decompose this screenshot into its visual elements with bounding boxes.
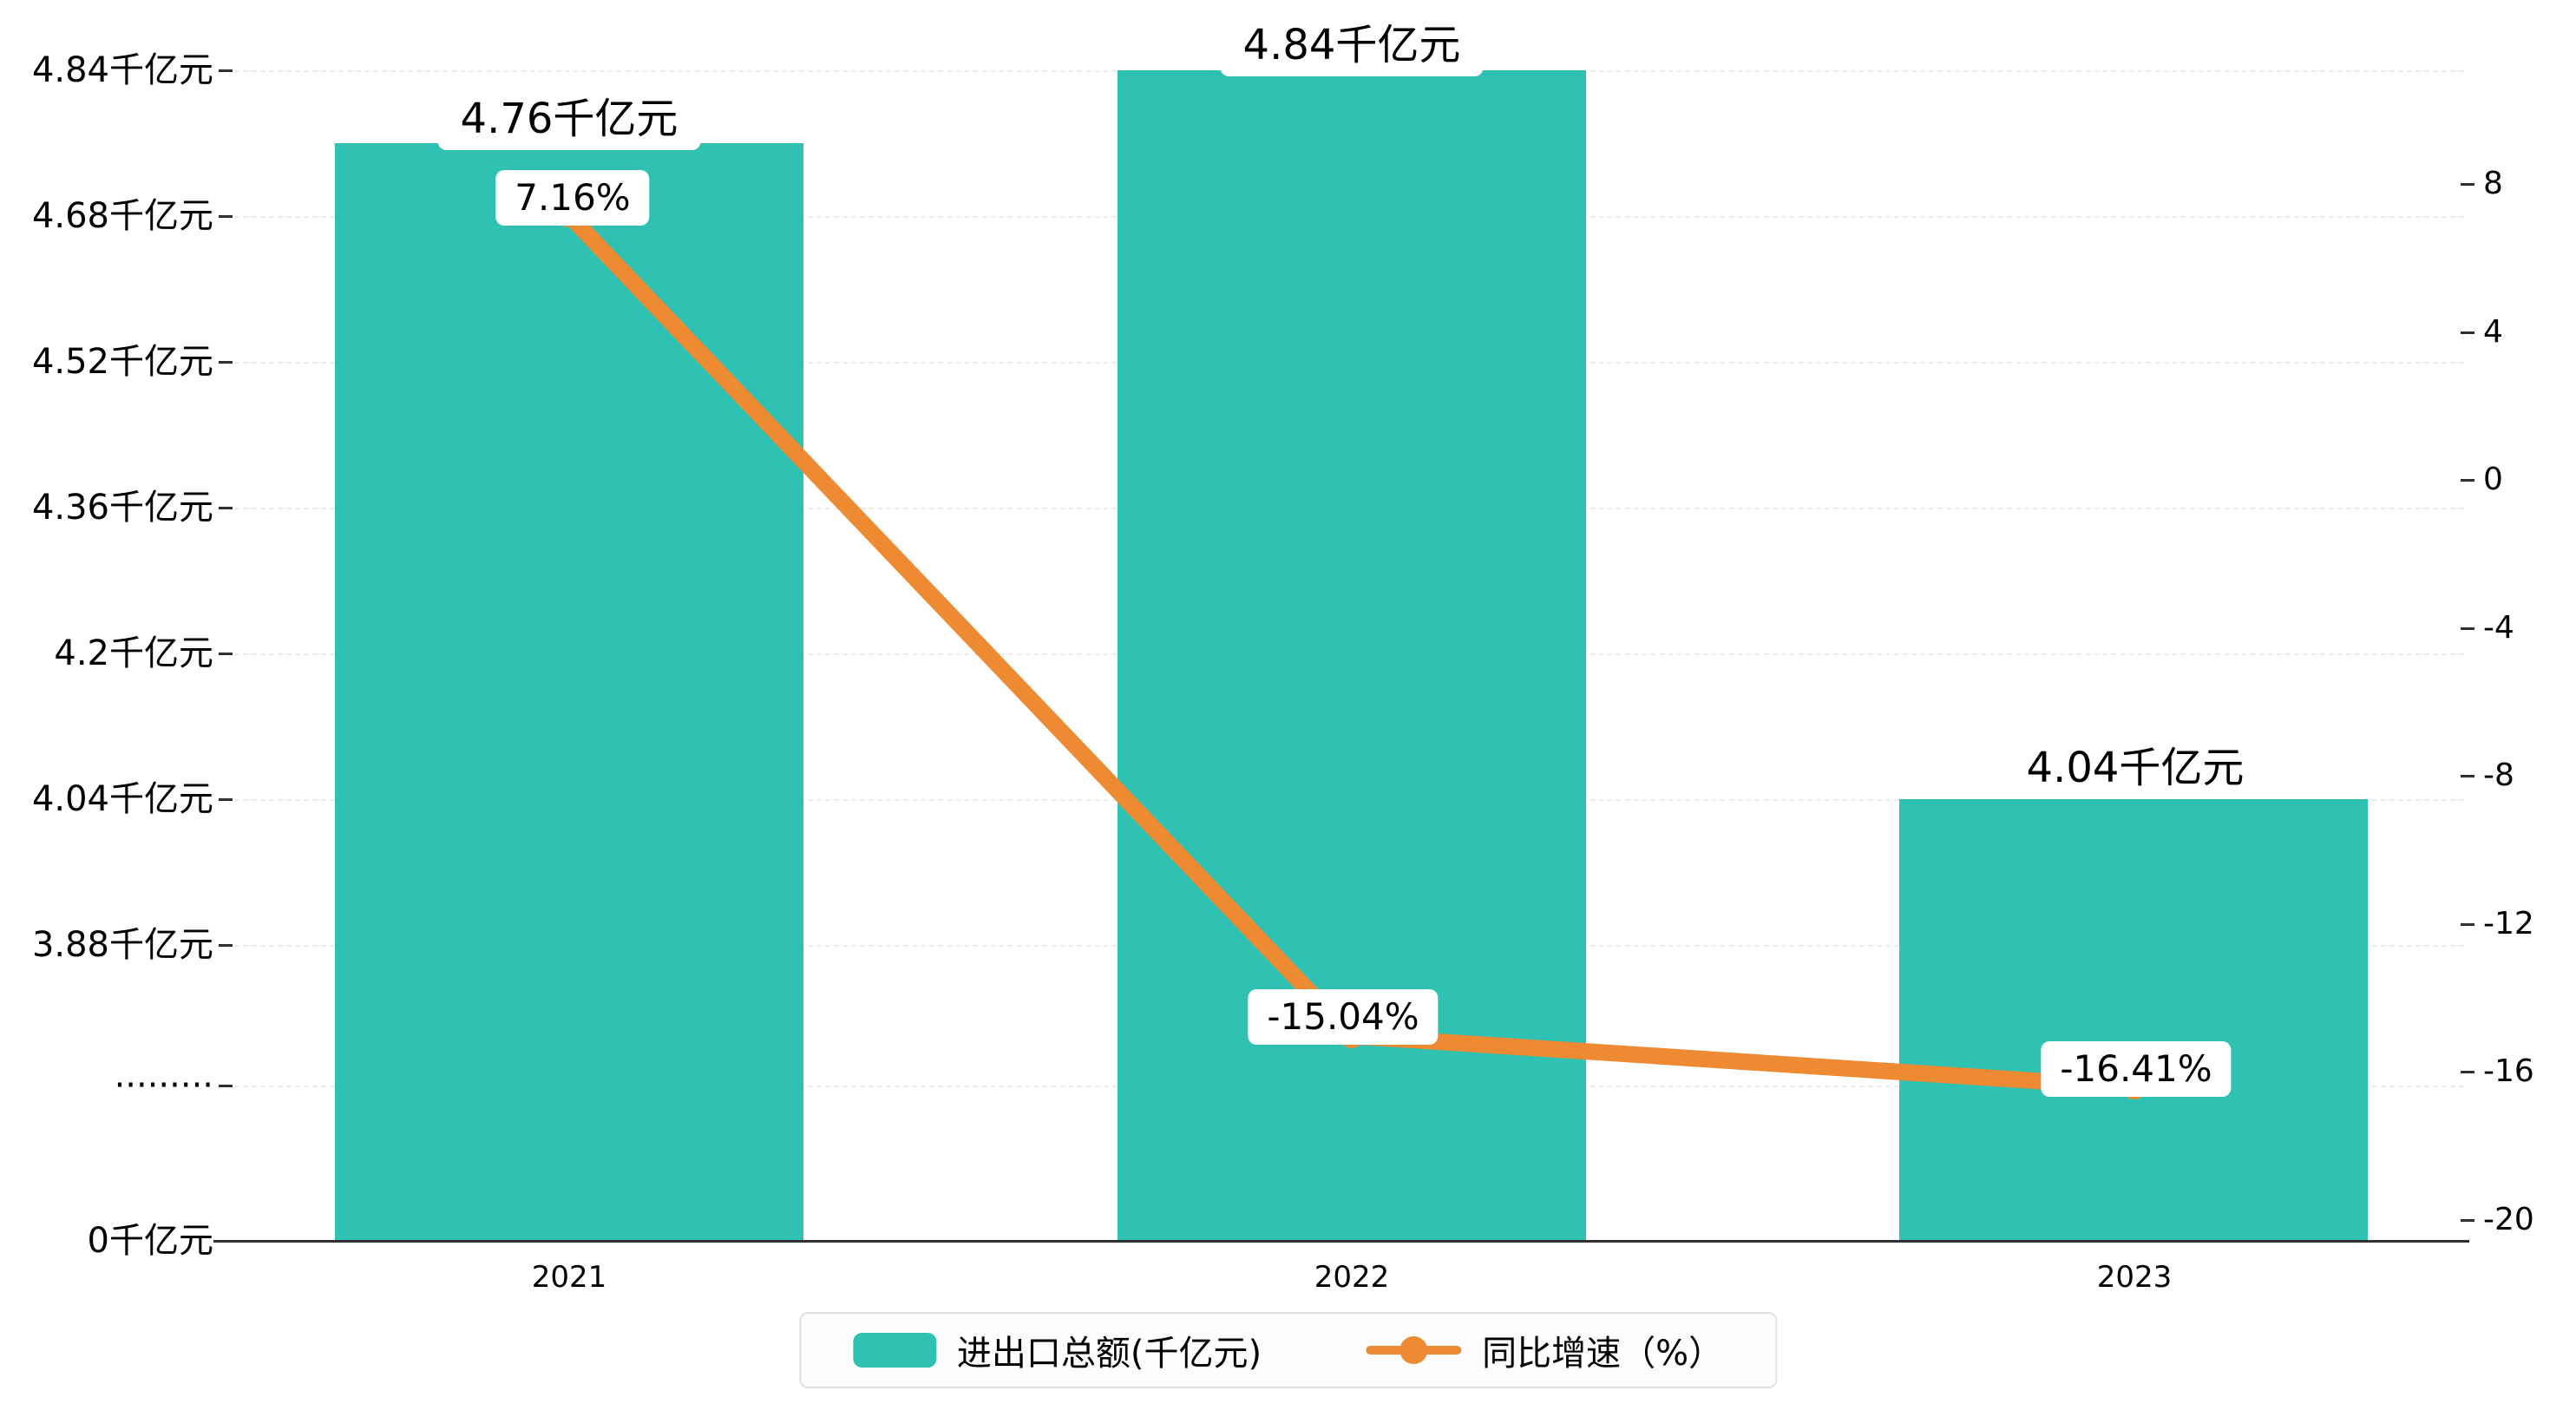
right-axis-tick-label: -20: [2483, 1202, 2534, 1237]
right-axis-tick: [2461, 1071, 2474, 1073]
legend-item-total[interactable]: 进出口总额(千亿元): [852, 1325, 1262, 1375]
left-axis-break-label: ·········: [114, 1066, 213, 1105]
right-axis-tick-label: 8: [2483, 166, 2503, 201]
left-axis-tick-label: 4.2千亿元: [54, 633, 213, 673]
x-axis-label-2023: 2023: [2096, 1260, 2173, 1295]
right-axis-tick: [2461, 627, 2474, 630]
bar-value-label-2022: 4.84千亿元: [1220, 14, 1484, 76]
left-axis-tick-label: 0千亿元: [87, 1221, 213, 1261]
left-axis-tick: [219, 215, 233, 218]
left-axis-tick-label: 4.52千亿元: [31, 342, 213, 382]
left-axis-tick: [219, 69, 233, 72]
bar-value-label-2021: 4.76千亿元: [437, 88, 701, 150]
growth-value-label-2021: 7.16%: [495, 170, 650, 226]
x-axis-line: [213, 1240, 2469, 1243]
left-axis-tick: [219, 361, 233, 364]
right-axis-tick: [2461, 923, 2474, 926]
right-axis-tick-label: -4: [2483, 610, 2514, 646]
left-axis-tick-label: 3.88千亿元: [31, 925, 213, 965]
x-axis-label-2021: 2021: [531, 1260, 607, 1295]
left-axis-tick-label: 4.36千亿元: [31, 488, 213, 528]
left-axis-tick-label: 4.04千亿元: [31, 779, 213, 819]
legend-item-growth[interactable]: 同比增速（%）: [1366, 1325, 1723, 1375]
right-axis-tick: [2461, 183, 2474, 186]
right-axis-tick: [2461, 479, 2474, 482]
right-axis-tick-label: 0: [2483, 462, 2503, 497]
legend-label: 同比增速（%）: [1482, 1334, 1724, 1374]
left-axis-tick-label: 4.68千亿元: [31, 196, 213, 236]
x-axis-label-2022: 2022: [1314, 1260, 1390, 1295]
left-axis-tick-label: 4.84千亿元: [31, 50, 213, 90]
bar-2023[interactable]: [1899, 799, 2368, 1241]
left-axis-tick: [219, 1085, 233, 1087]
line-dot-icon: [1366, 1336, 1462, 1364]
legend: 进出口总额(千亿元) 同比增速（%）: [798, 1312, 1778, 1388]
bar-value-label-2023: 4.04千亿元: [2003, 737, 2267, 799]
right-axis-tick-label: -8: [2483, 758, 2514, 793]
left-axis-tick: [219, 507, 233, 509]
growth-value-label-2022: -15.04%: [1248, 989, 1439, 1045]
growth-value-label-2023: -16.41%: [2041, 1041, 2232, 1097]
left-axis-tick: [219, 653, 233, 655]
right-axis-tick-label: -12: [2483, 906, 2534, 941]
right-axis-tick-label: -16: [2483, 1053, 2534, 1089]
right-axis-tick-label: 4: [2483, 314, 2503, 350]
left-axis-tick: [219, 798, 233, 801]
right-axis-tick: [2461, 1219, 2474, 1222]
bar-swatch-icon: [852, 1333, 936, 1368]
left-axis-tick: [219, 944, 233, 947]
legend-label: 进出口总额(千亿元): [956, 1334, 1262, 1374]
right-axis-tick: [2461, 775, 2474, 777]
right-axis-tick: [2461, 331, 2474, 334]
bar-2021[interactable]: [335, 143, 803, 1241]
